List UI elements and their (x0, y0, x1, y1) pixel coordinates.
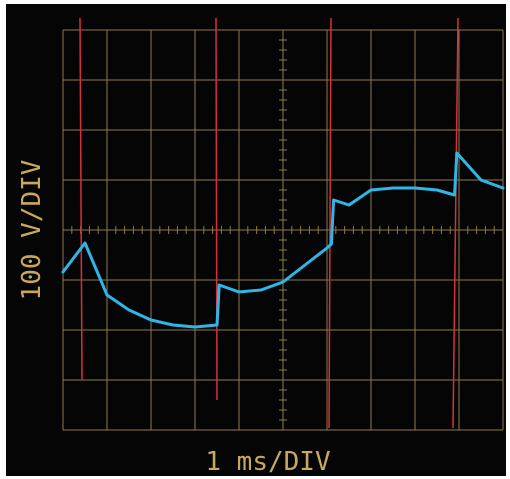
marker-line (216, 18, 217, 400)
y-axis-label: 100 V/DIV (17, 160, 47, 301)
x-axis-label: 1 ms/DIV (205, 447, 330, 477)
scope-screen: 1 ms/DIV 100 V/DIV (0, 0, 510, 479)
